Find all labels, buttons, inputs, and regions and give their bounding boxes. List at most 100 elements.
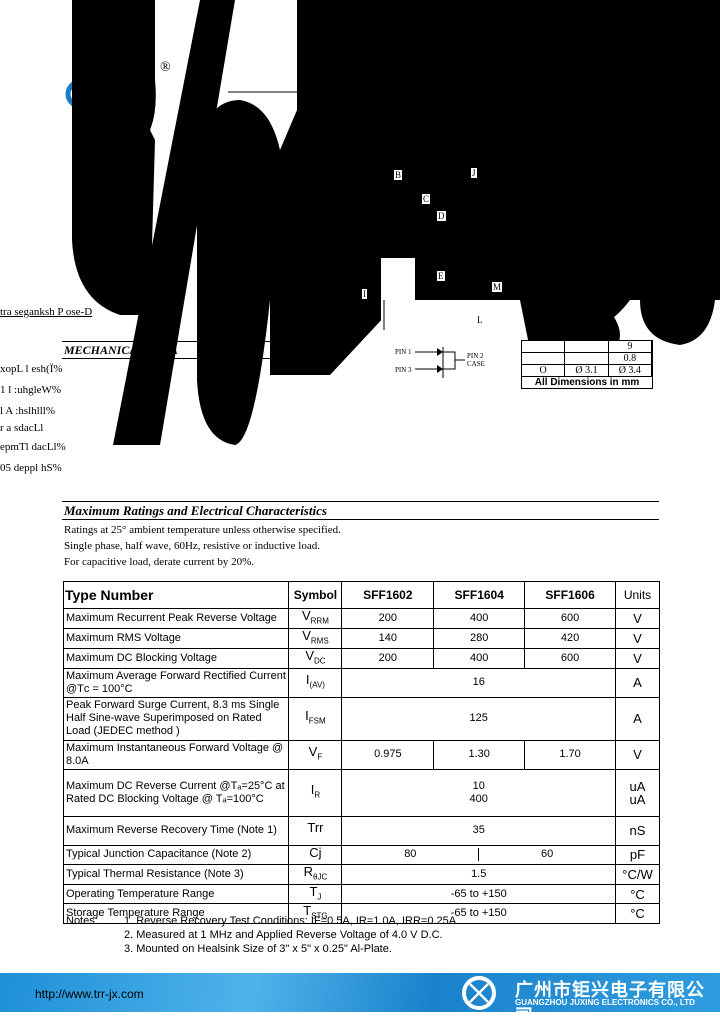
parameter: Maximum RMS Voltage [62, 627, 290, 649]
header-sff1602: SFF1602 [341, 581, 435, 609]
dim-label-e: E [437, 271, 445, 281]
condition-line: Ratings at 25° ambient temperature unles… [64, 524, 341, 536]
value: 280 [433, 627, 526, 649]
value: 600 [524, 647, 616, 669]
parameter: Maximum Average Forward Rectified Curren… [62, 667, 290, 698]
value: 400 [433, 608, 526, 629]
parameter: Maximum Reverse Recovery Time (Note 1) [62, 815, 290, 846]
parameter: Maximum DC Reverse Current @Tₐ=25°C at R… [62, 768, 290, 817]
footer-banner: http://www.trr-jx.com 广州市钜兴电子有限公司 GUANGZ… [0, 973, 720, 1026]
symbol: IFSM [288, 696, 343, 741]
dim-label-d: D [437, 211, 446, 221]
parameter: Maximum Instantaneous Forward Voltage @ … [62, 739, 290, 770]
unit: °C [615, 903, 660, 924]
value: 600 [524, 608, 616, 629]
unit: V [615, 627, 660, 649]
mech-line: 05 deppl hS% [0, 462, 62, 474]
value: 1.5 [341, 864, 616, 885]
unit: A [615, 696, 660, 741]
header-sff1606: SFF1606 [524, 581, 616, 609]
condition-line: Single phase, half wave, 60Hz, resistive… [64, 540, 320, 552]
value: 200 [341, 647, 435, 669]
svg-text:1 2 3: 1 2 3 [386, 234, 401, 242]
table-row: Maximum Recurrent Peak Reverse Voltage VR… [62, 608, 660, 629]
unit: A [615, 667, 660, 698]
juxing-logo-icon [462, 976, 496, 1010]
value: -65 to +150 [341, 903, 616, 924]
value: 60 [540, 848, 554, 861]
unit: nS [615, 815, 660, 846]
unit: V [615, 647, 660, 669]
symbol: IR [288, 768, 343, 817]
mech-line: l A :hslhlll% [0, 405, 56, 417]
value: 80 [342, 848, 480, 862]
symbol: VRMS [288, 627, 343, 649]
note-item: 2. Measured at 1 MHz and Applied Reverse… [124, 929, 443, 941]
pin1-label: PIN 1 [394, 348, 413, 356]
symbol: RθJC [288, 864, 343, 885]
note-item: 3. Mounted on Healsink Size of 3" x 5" x… [124, 943, 392, 955]
symbol: VF [288, 739, 343, 770]
pin3-label: PIN 3 [394, 366, 413, 374]
mechanical-data-title: MECHANICAL DATA [64, 343, 178, 357]
header-type-number: Type Number [62, 581, 290, 609]
value: 125 [341, 696, 616, 741]
mech-line: epmTl dacLl% [0, 441, 66, 453]
table-row: Typical Thermal Resistance (Note 3) RθJC 1… [62, 864, 660, 885]
symbol: VDC [288, 647, 343, 669]
value: 140 [341, 627, 435, 649]
parameter: Storage Temperature Range [62, 903, 290, 924]
unit: V [615, 739, 660, 770]
mech-line: xopL l esh(Ï% [0, 363, 63, 375]
value: 0.975 [341, 739, 435, 770]
notes: Notes: 1. Reverse Recovery Test Conditio… [66, 915, 457, 955]
website-link[interactable]: http://www.trr-jx.com [35, 987, 144, 1001]
diode-schematic [415, 347, 465, 378]
unit: uA uA [615, 768, 660, 817]
value: 35 [341, 815, 616, 846]
company-name-en: GUANGZHOU JUXING ELECTRONICS CO., LTD [515, 998, 695, 1007]
value: 1.70 [524, 739, 616, 770]
parameter: Maximum Recurrent Peak Reverse Voltage [62, 608, 290, 629]
registered-mark: ® [160, 60, 171, 75]
symbol: I(AV) [288, 667, 343, 698]
header-sff1604: SFF1604 [433, 581, 526, 609]
value: 16 [341, 667, 616, 698]
table-row: Maximum Instantaneous Forward Voltage @ … [62, 739, 660, 770]
symbol: Cj [288, 844, 343, 866]
header-units: Units [615, 581, 660, 609]
unit: pF [615, 844, 660, 866]
features-fragment: tra seganksh P ose-D [0, 306, 93, 318]
value: 10 400 [341, 768, 616, 817]
parameter: Typical Thermal Resistance (Note 3) [62, 864, 290, 885]
mech-line: r a sdacLl [0, 422, 44, 434]
dim-label-c: C [422, 194, 431, 204]
unit: °C [615, 883, 660, 905]
dim-label-m: M [492, 282, 503, 292]
pin2-case-label: PIN 2 CASE [466, 352, 490, 368]
note-item: 1. Reverse Recovery Test Conditions: IF=… [124, 915, 457, 927]
mech-line: 1 l :uhgleW% [0, 384, 62, 396]
condition-line: For capacitive load, derate current by 2… [64, 556, 254, 568]
parameter: Typical Junction Capacitance (Note 2) [62, 844, 290, 866]
value: 400 [433, 647, 526, 669]
table-row: Operating Temperature Range TJ -65 to +150… [62, 883, 660, 905]
value: 200 [341, 608, 435, 629]
table-row: Maximum Average Forward Rectified Curren… [62, 667, 660, 698]
ratings-table: Type Number Symbol SFF1602 SFF1604 SFF16… [62, 581, 660, 924]
table-row: Maximum RMS Voltage VRMS 140 280 420 V [62, 627, 660, 649]
table-row: Storage Temperature Range TSTG -65 to +150… [62, 903, 660, 924]
unit: V [615, 608, 660, 629]
symbol: TJ [288, 883, 343, 905]
unit: °C/W [615, 864, 660, 885]
parameter: Operating Temperature Range [62, 883, 290, 905]
value: 1.30 [433, 739, 526, 770]
table-row: Maximum Reverse Recovery Time (Note 1) Tr… [62, 815, 660, 846]
value: 420 [524, 627, 616, 649]
symbol: Trr [288, 815, 343, 846]
table-row: Typical Junction Capacitance (Note 2) Cj 8… [62, 844, 660, 866]
dim-label-j: J [471, 168, 477, 178]
obscured-header-graphic: 1 2 3 [65, 0, 720, 445]
dim-label-l: L [476, 315, 484, 325]
